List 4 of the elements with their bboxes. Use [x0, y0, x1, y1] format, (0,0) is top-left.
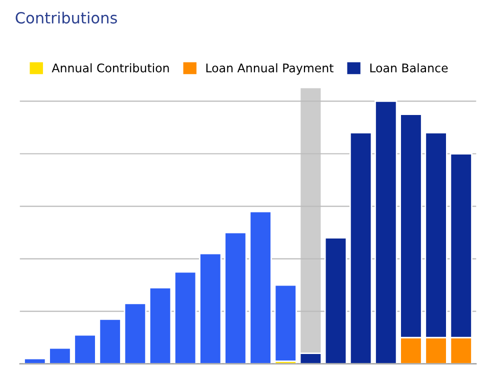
chart-title: Contributions [16, 12, 117, 24]
legend-label: Loan Balance [370, 63, 448, 72]
legend-label: Loan Annual Payment [206, 63, 334, 75]
legend-label: Annual Contribution [52, 63, 169, 72]
